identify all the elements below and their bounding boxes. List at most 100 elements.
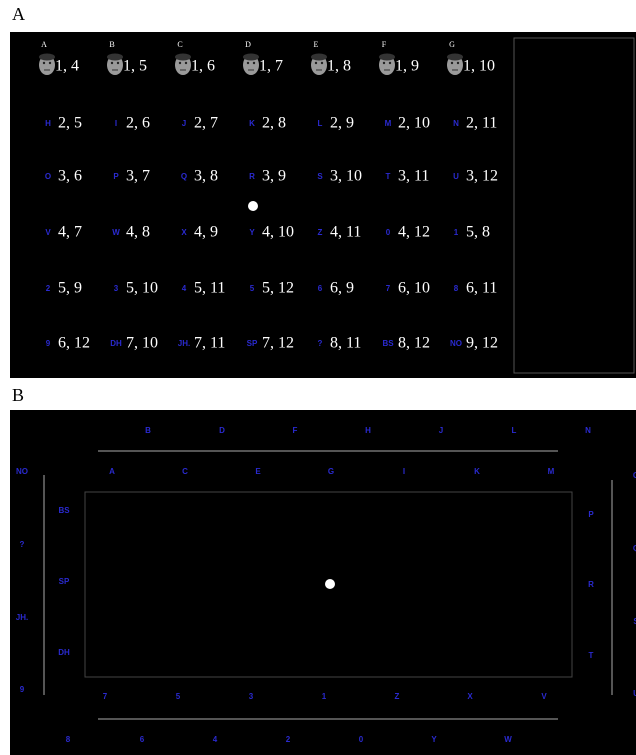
pair-code: 1, 8 (327, 58, 351, 75)
cell-letter: I (115, 119, 117, 128)
speller-letter: T (589, 651, 594, 660)
pair-code: 5, 9 (58, 280, 82, 297)
pair-code: 9, 12 (466, 335, 498, 352)
face-letter: D (245, 40, 251, 49)
speller-letter: J (439, 426, 443, 435)
fixation-dot (248, 201, 258, 211)
pair-code: 3, 12 (466, 168, 498, 185)
speller-letter: BS (58, 506, 70, 515)
speller-letter: L (512, 426, 517, 435)
pair-code: 3, 6 (58, 168, 82, 185)
speller-letter: D (219, 426, 225, 435)
cell-letter: 8 (454, 284, 459, 293)
cell-letter: O (45, 172, 51, 181)
speller-letter: H (365, 426, 371, 435)
pair-code: 2, 5 (58, 115, 82, 132)
face-eye (456, 61, 460, 65)
cell-letter: 0 (386, 228, 391, 237)
speller-letter: 0 (359, 735, 364, 744)
face-hair (243, 53, 259, 61)
speller-letter: JH. (16, 613, 28, 622)
pair-code: 2, 11 (466, 115, 497, 132)
face-eye (110, 61, 114, 65)
pair-code: 1, 5 (123, 58, 147, 75)
speller-letter: O (633, 471, 636, 480)
pair-code: 3, 11 (398, 168, 429, 185)
speller-letter: A (109, 467, 115, 476)
speller-letter: 5 (176, 692, 181, 701)
speller-letter: E (255, 467, 261, 476)
speller-letter: P (588, 510, 594, 519)
pair-code: 1, 7 (259, 58, 283, 75)
speller-letter: M (548, 467, 555, 476)
panel-b-bg (10, 410, 636, 755)
pair-code: 1, 6 (191, 58, 215, 75)
cell-letter: DH (110, 339, 122, 348)
speller-letter: 3 (249, 692, 254, 701)
cell-letter: H (45, 119, 51, 128)
cell-letter: 6 (318, 284, 323, 293)
pair-code: 6, 9 (330, 280, 354, 297)
cell-letter: 5 (250, 284, 255, 293)
pair-code: 3, 7 (126, 168, 150, 185)
pair-code: 3, 10 (330, 168, 362, 185)
speller-letter: U (633, 689, 636, 698)
speller-letter: V (541, 692, 547, 701)
face-letter: G (449, 40, 455, 49)
speller-letter: 6 (140, 735, 145, 744)
face-eye (116, 61, 120, 65)
speller-letter: DH (58, 648, 70, 657)
pair-code: 2, 9 (330, 115, 354, 132)
cell-letter: N (453, 119, 459, 128)
face-eye (252, 61, 256, 65)
pair-code: 8, 11 (330, 335, 361, 352)
face-letter: B (109, 40, 114, 49)
cell-letter: Q (181, 172, 187, 181)
pair-code: 3, 9 (262, 168, 286, 185)
face-hair (379, 53, 395, 61)
cell-letter: BS (382, 339, 394, 348)
speller-letter: Y (431, 735, 437, 744)
face-eye (388, 61, 392, 65)
speller-letter: SP (59, 577, 70, 586)
fixation-dot (325, 579, 335, 589)
cell-letter: X (181, 228, 187, 237)
speller-letter: 7 (103, 692, 108, 701)
pair-code: 2, 8 (262, 115, 286, 132)
speller-letter: F (293, 426, 298, 435)
speller-letter: Z (395, 692, 400, 701)
speller-letter: 2 (286, 735, 291, 744)
face-letter: E (314, 40, 319, 49)
cell-letter: U (453, 172, 459, 181)
pair-code: 6, 10 (398, 280, 430, 297)
face-hair (39, 53, 55, 61)
cell-letter: J (182, 119, 186, 128)
pair-code: 4, 7 (58, 224, 82, 241)
speller-letter: W (504, 735, 512, 744)
face-hair (175, 53, 191, 61)
cell-letter: 1 (454, 228, 459, 237)
speller-letter: C (182, 467, 188, 476)
panel-a-bg (10, 32, 636, 378)
speller-letter: 1 (322, 692, 327, 701)
inner-box (84, 491, 573, 678)
face-letter: C (177, 40, 182, 49)
pair-code: 7, 11 (194, 335, 225, 352)
face-hair (311, 53, 327, 61)
speller-letter: 9 (20, 685, 25, 694)
cell-letter: W (112, 228, 120, 237)
pair-code: 2, 6 (126, 115, 150, 132)
pair-code: 1, 9 (395, 58, 419, 75)
pair-code: 2, 10 (398, 115, 430, 132)
face-eye (382, 61, 386, 65)
cell-letter: L (318, 119, 323, 128)
face-eye (48, 61, 52, 65)
face-eye (184, 61, 188, 65)
panel-label: A (12, 4, 25, 24)
cell-letter: S (317, 172, 323, 181)
speller-letter: I (403, 467, 405, 476)
pair-code: 2, 7 (194, 115, 218, 132)
cell-letter: K (249, 119, 255, 128)
pair-code: 4, 9 (194, 224, 218, 241)
cell-letter: 7 (386, 284, 391, 293)
